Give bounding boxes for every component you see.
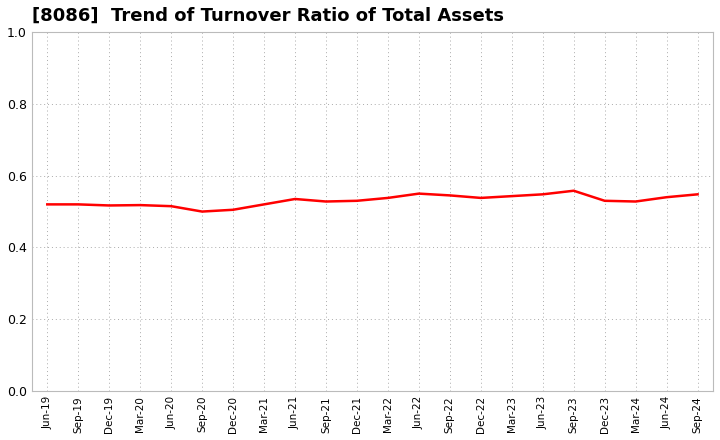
Text: [8086]  Trend of Turnover Ratio of Total Assets: [8086] Trend of Turnover Ratio of Total … bbox=[32, 7, 504, 25]
